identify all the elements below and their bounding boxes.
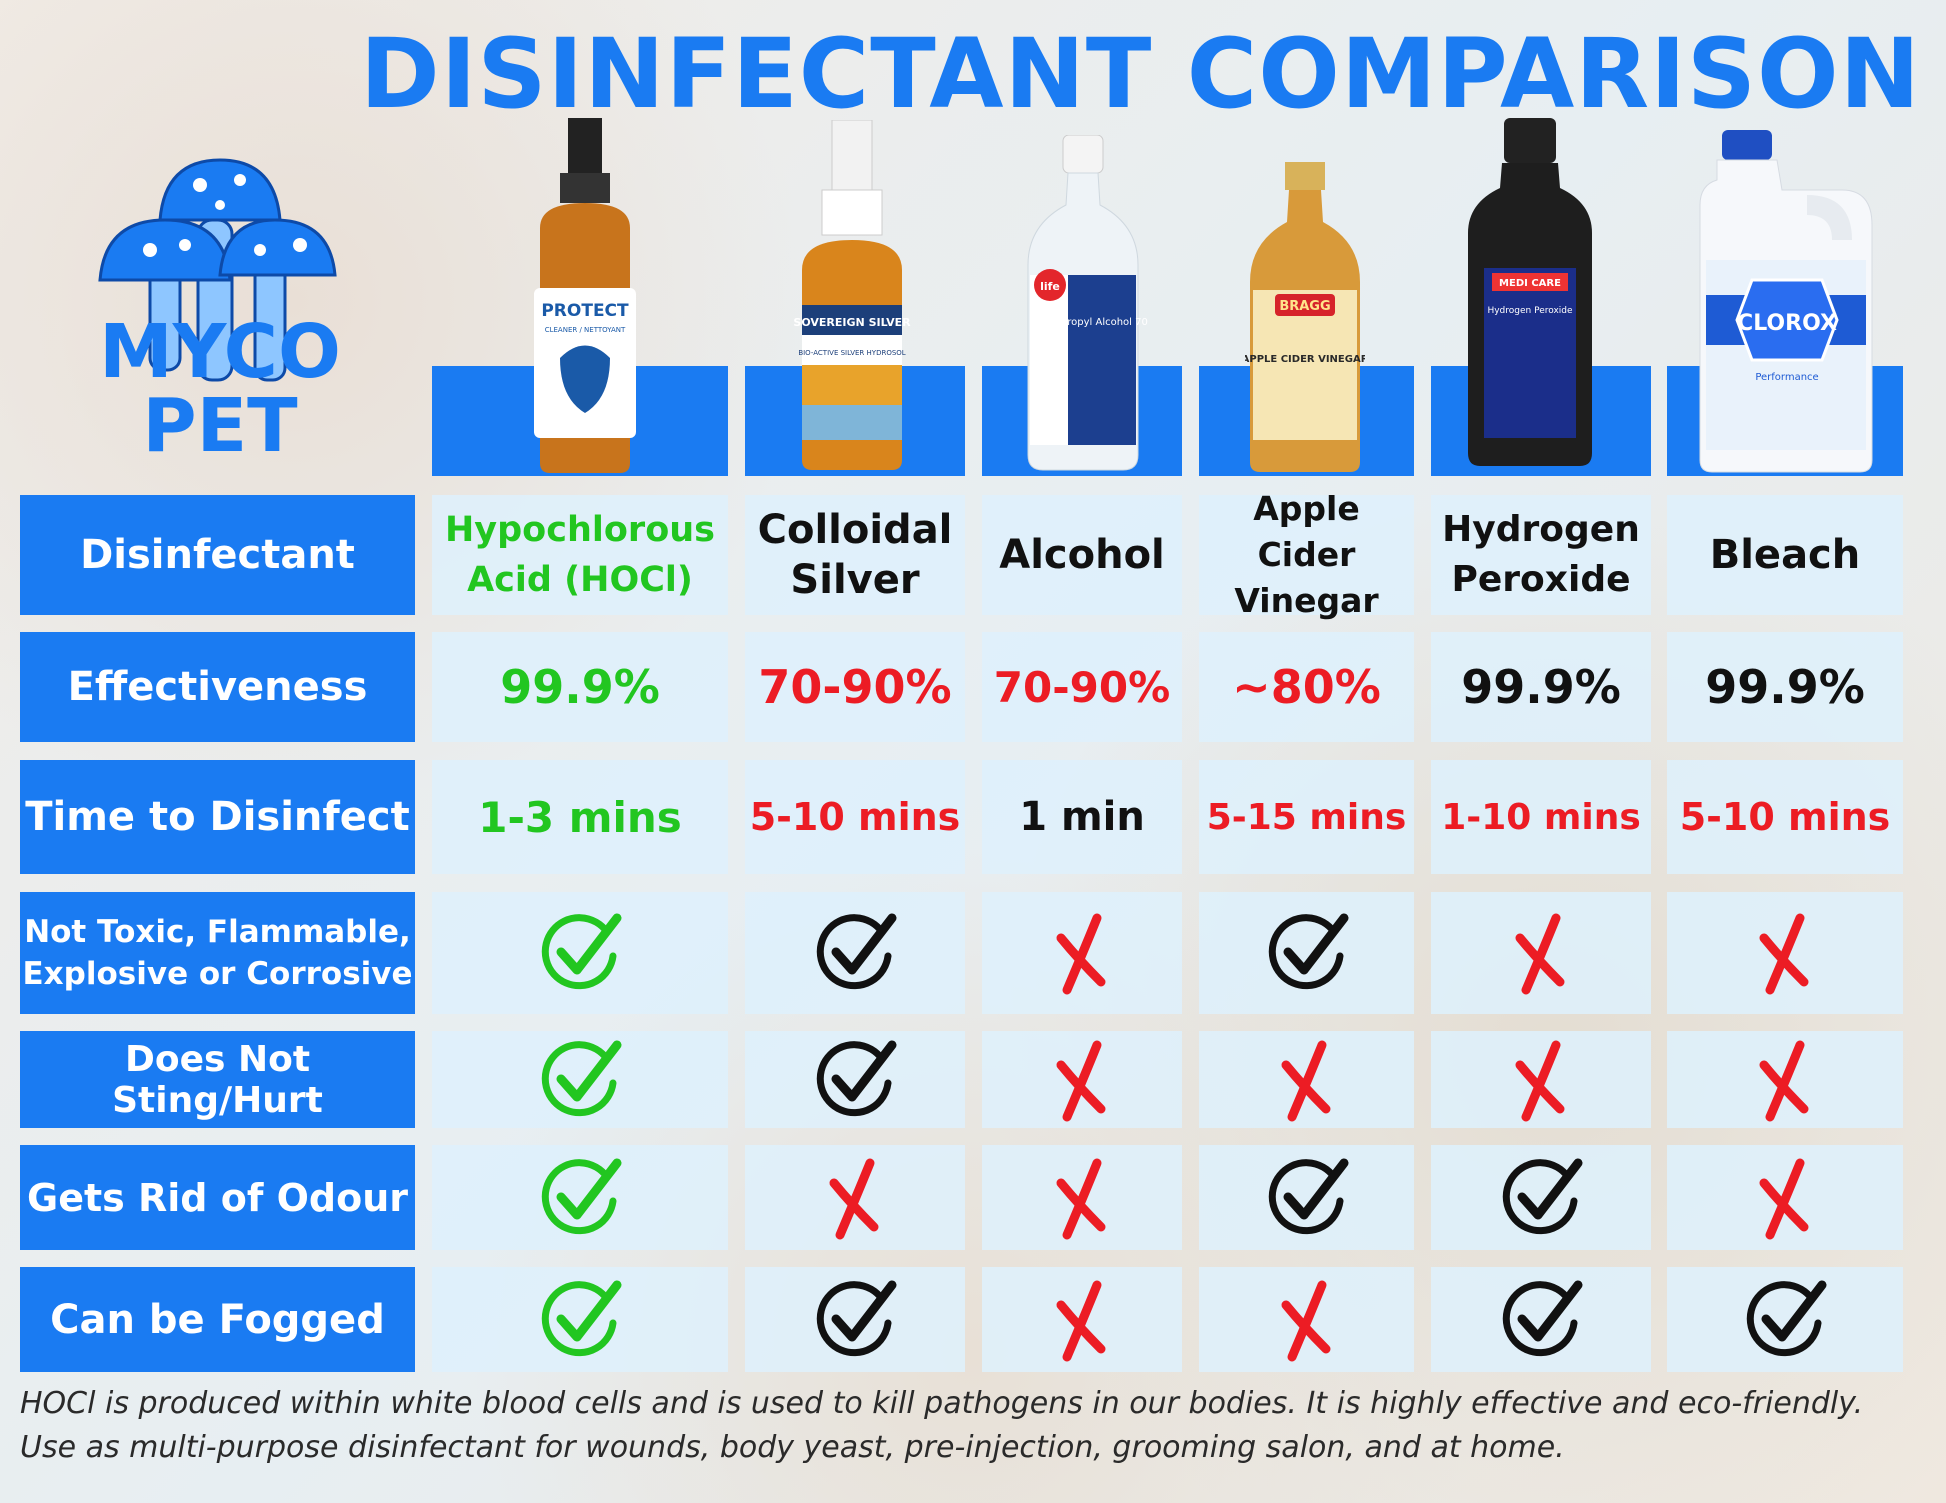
check-cell xyxy=(745,1145,965,1250)
check-cell xyxy=(432,1145,728,1250)
check-cell xyxy=(982,1031,1182,1128)
red-x-icon xyxy=(1759,1040,1809,1121)
check-cell xyxy=(1199,1031,1414,1128)
red-x-icon xyxy=(1056,1158,1106,1239)
time-alcohol: 1 min xyxy=(982,760,1182,874)
check-cell xyxy=(1667,1145,1903,1250)
red-x-icon xyxy=(1056,1280,1106,1361)
red-x-icon xyxy=(1281,1040,1330,1121)
red-x-icon xyxy=(1056,913,1106,995)
product-name-bleach: Bleach xyxy=(1667,495,1903,615)
check-cell xyxy=(982,1267,1182,1372)
svg-text:BIO-ACTIVE SILVER HYDROSOL: BIO-ACTIVE SILVER HYDROSOL xyxy=(798,349,905,357)
check-cell xyxy=(432,892,728,1014)
svg-text:MEDI CARE: MEDI CARE xyxy=(1499,278,1561,289)
check-cell xyxy=(1199,1145,1414,1250)
row-label-not-toxic: Not Toxic, Flammable, Explosive or Corro… xyxy=(20,892,415,1014)
check-cell xyxy=(745,1267,965,1372)
effectiveness-hocl: 99.9% xyxy=(432,632,728,742)
check-cell xyxy=(1431,1031,1651,1128)
red-x-icon xyxy=(1515,1040,1565,1121)
product-name-alcohol: Alcohol xyxy=(982,495,1182,615)
svg-text:BRAGG: BRAGG xyxy=(1279,299,1330,314)
product-name-hydrogen-peroxide: Hydrogen Peroxide xyxy=(1431,495,1651,615)
effectiveness-hydrogen-peroxide: 99.9% xyxy=(1431,632,1651,742)
green-check-circle-icon xyxy=(541,1280,622,1356)
row-label-gets-rid-of-odour: Gets Rid of Odour xyxy=(20,1145,415,1250)
svg-text:CLEANER / NETTOYANT: CLEANER / NETTOYANT xyxy=(545,326,626,334)
check-circle-icon xyxy=(1502,1158,1583,1234)
row-label-time-to-disinfect: Time to Disinfect xyxy=(20,760,415,874)
check-cell xyxy=(432,1031,728,1128)
clorox-bleach-jug-icon: CLOROX Performance xyxy=(1699,130,1873,473)
time-colloidal-silver: 5-10 mins xyxy=(745,760,965,874)
check-cell xyxy=(1431,1145,1651,1250)
hydrogen-peroxide-bottle-icon: MEDI CARE Hydrogen Peroxide xyxy=(1468,118,1592,466)
red-x-icon xyxy=(1759,913,1809,995)
red-x-icon xyxy=(829,1158,879,1239)
footer-note: HOCl is produced within white blood cell… xyxy=(20,1386,1864,1465)
svg-text:life: life xyxy=(1040,280,1060,293)
svg-text:Hydrogen Peroxide: Hydrogen Peroxide xyxy=(1487,306,1573,316)
red-x-icon xyxy=(1281,1280,1330,1361)
row-label-disinfectant: Disinfectant xyxy=(20,495,415,615)
mushroom-logo-icon xyxy=(98,158,337,382)
red-x-icon xyxy=(1056,1040,1106,1121)
row-label-does-not-sting: Does Not Sting/Hurt xyxy=(20,1031,415,1128)
svg-text:PROTECT: PROTECT xyxy=(541,301,629,321)
check-cell xyxy=(432,1267,728,1372)
check-cell xyxy=(1667,892,1903,1014)
check-cell xyxy=(982,1145,1182,1250)
page-title: DISINFECTANT COMPARISON xyxy=(360,18,1921,130)
check-circle-icon xyxy=(1746,1280,1827,1356)
product-name-hocl: Hypochlorous Acid (HOCl) xyxy=(432,495,728,615)
svg-text:APPLE CIDER VINEGAR: APPLE CIDER VINEGAR xyxy=(1245,354,1365,365)
check-cell xyxy=(982,892,1182,1014)
svg-text:Isopropyl Alcohol 70%: Isopropyl Alcohol 70% xyxy=(1047,317,1148,328)
check-circle-icon xyxy=(1268,1158,1348,1234)
check-circle-icon xyxy=(1268,913,1348,990)
check-cell xyxy=(1431,892,1651,1014)
time-hydrogen-peroxide: 1-10 mins xyxy=(1431,760,1651,874)
green-check-circle-icon xyxy=(541,1158,622,1234)
check-cell xyxy=(1199,892,1414,1014)
check-circle-icon xyxy=(816,913,897,990)
check-cell xyxy=(1667,1031,1903,1128)
effectiveness-apple-cider-vinegar: ~80% xyxy=(1199,632,1414,742)
isopropyl-alcohol-bottle-icon: life Isopropyl Alcohol 70% xyxy=(1027,135,1148,471)
check-cell xyxy=(1199,1267,1414,1372)
svg-text:SOVEREIGN SILVER: SOVEREIGN SILVER xyxy=(793,316,911,329)
check-circle-icon xyxy=(816,1280,897,1356)
green-check-circle-icon xyxy=(541,913,622,990)
green-check-circle-icon xyxy=(541,1040,622,1116)
svg-text:CLOROX: CLOROX xyxy=(1737,311,1837,336)
brand-logo-text: MYCO PET xyxy=(99,309,341,469)
product-name-colloidal-silver: Colloidal Silver xyxy=(745,495,965,615)
check-cell xyxy=(1431,1267,1651,1372)
effectiveness-alcohol: 70-90% xyxy=(982,632,1182,742)
effectiveness-colloidal-silver: 70-90% xyxy=(745,632,965,742)
check-cell xyxy=(745,892,965,1014)
time-bleach: 5-10 mins xyxy=(1667,760,1903,874)
check-cell xyxy=(745,1031,965,1128)
apple-cider-vinegar-bottle-icon: BRAGG APPLE CIDER VINEGAR xyxy=(1245,162,1365,472)
check-cell xyxy=(1667,1267,1903,1372)
effectiveness-bleach: 99.9% xyxy=(1667,632,1903,742)
red-x-icon xyxy=(1515,913,1565,995)
check-circle-icon xyxy=(816,1040,897,1116)
check-circle-icon xyxy=(1502,1280,1583,1356)
row-label-effectiveness: Effectiveness xyxy=(20,632,415,742)
colloidal-silver-spray-bottle-icon: SOVEREIGN SILVER BIO-ACTIVE SILVER HYDRO… xyxy=(793,120,911,470)
product-name-apple-cider-vinegar: Apple Cider Vinegar xyxy=(1199,489,1414,620)
svg-text:Performance: Performance xyxy=(1755,372,1818,383)
row-label-can-be-fogged: Can be Fogged xyxy=(20,1267,415,1372)
red-x-icon xyxy=(1759,1158,1809,1239)
time-hocl: 1-3 mins xyxy=(432,760,728,874)
hocl-spray-bottle-icon: PROTECT CLEANER / NETTOYANT xyxy=(534,118,636,473)
time-apple-cider-vinegar: 5-15 mins xyxy=(1199,760,1414,874)
